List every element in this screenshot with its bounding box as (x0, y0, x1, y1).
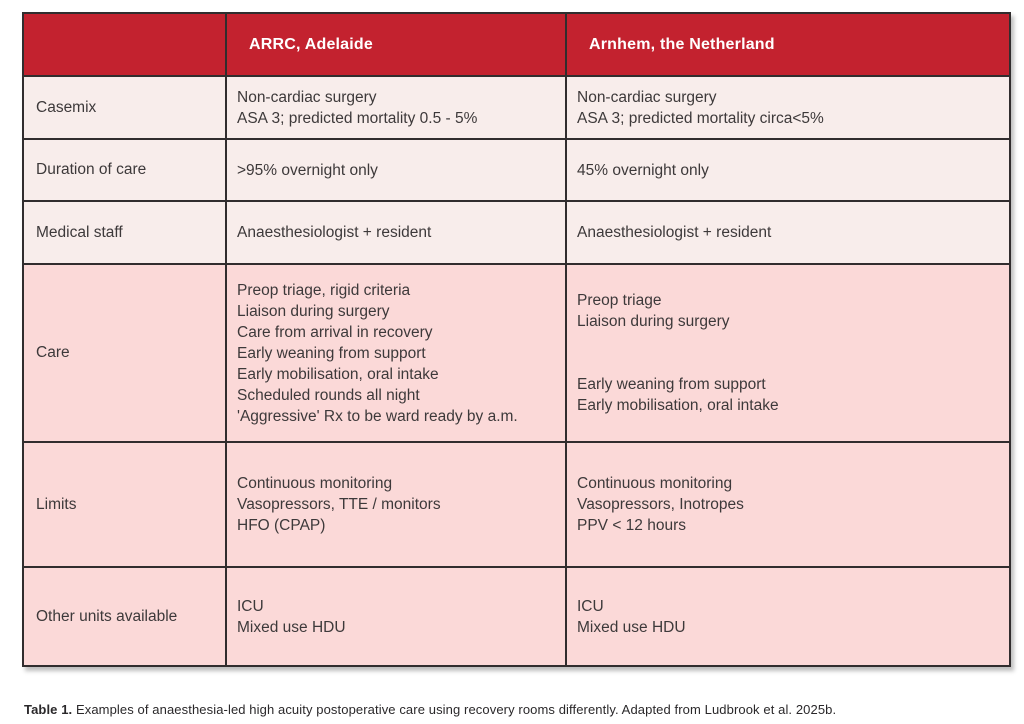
row-label-care: Care (22, 263, 227, 443)
table-row: Other units available ICU Mixed use HDU … (22, 566, 1011, 667)
cell-care-arrc: Preop triage, rigid criteria Liaison dur… (225, 263, 567, 443)
row-label-limits: Limits (22, 441, 227, 568)
table-row: Medical staff Anaesthesiologist + reside… (22, 200, 1011, 265)
row-label-other-units: Other units available (22, 566, 227, 667)
cell-other-units-arrc: ICU Mixed use HDU (225, 566, 567, 667)
caption-table-number: Table 1. (24, 702, 73, 717)
caption-text: Examples of anaesthesia-led high acuity … (75, 702, 837, 717)
cell-duration-arnhem: 45% overnight only (565, 138, 1011, 202)
cell-medical-arrc: Anaesthesiologist + resident (225, 200, 567, 265)
cell-casemix-arnhem: Non-cardiac surgery ASA 3; predicted mor… (565, 75, 1011, 140)
cell-casemix-arrc: Non-cardiac surgery ASA 3; predicted mor… (225, 75, 567, 140)
cell-care-arnhem: Preop triage Liaison during surgery Earl… (565, 263, 1011, 443)
cell-other-units-arnhem: ICU Mixed use HDU (565, 566, 1011, 667)
table-row: Casemix Non-cardiac surgery ASA 3; predi… (22, 75, 1011, 140)
table-caption: Table 1. Examples of anaesthesia-led hig… (24, 701, 984, 718)
table-row: Duration of care >95% overnight only 45%… (22, 138, 1011, 202)
row-label-medical-staff: Medical staff (22, 200, 227, 265)
cell-medical-arnhem: Anaesthesiologist + resident (565, 200, 1011, 265)
row-label-casemix: Casemix (22, 75, 227, 140)
header-arnhem-netherland: Arnhem, the Netherland (565, 12, 1011, 77)
cell-duration-arrc: >95% overnight only (225, 138, 567, 202)
cell-limits-arnhem: Continuous monitoring Vasopressors, Inot… (565, 441, 1011, 568)
cell-limits-arrc: Continuous monitoring Vasopressors, TTE … (225, 441, 567, 568)
table-header-row: ARRC, Adelaide Arnhem, the Netherland (22, 12, 1011, 77)
header-arrc-adelaide: ARRC, Adelaide (225, 12, 567, 77)
table-row: Limits Continuous monitoring Vasopressor… (22, 441, 1011, 568)
row-label-duration-of-care: Duration of care (22, 138, 227, 202)
header-corner-cell (22, 12, 227, 77)
table-row: Care Preop triage, rigid criteria Liaiso… (22, 263, 1011, 443)
comparison-table: ARRC, Adelaide Arnhem, the Netherland Ca… (22, 12, 1011, 667)
